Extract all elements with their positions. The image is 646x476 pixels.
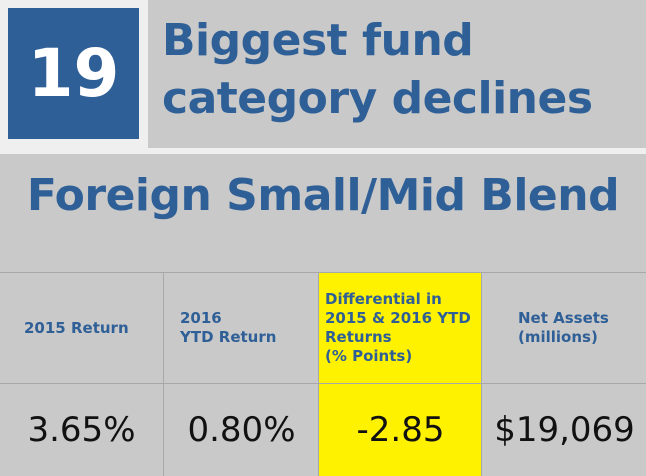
header: 19 Biggest fund category declines — [0, 0, 646, 148]
column-differential: Differential in 2015 & 2016 YTD Returns … — [318, 273, 482, 476]
page-title: Biggest fund category declines — [162, 12, 593, 128]
column-net-assets: Net Assets (millions) $19,069 — [481, 273, 646, 476]
row-divider — [319, 383, 482, 384]
column-2016-ytd-return: 2016 YTD Return 0.80% — [163, 273, 319, 476]
column-value: -2.85 — [356, 410, 445, 450]
data-table: 2015 Return 3.65% 2016 YTD Return 0.80% … — [0, 272, 646, 476]
column-value: 0.80% — [187, 410, 296, 450]
column-value: $19,069 — [494, 410, 635, 450]
column-header: 2015 Return — [24, 318, 129, 337]
rank-badge-frame: 19 — [0, 0, 148, 148]
page-title-line-1: Biggest fund — [162, 15, 474, 66]
row-divider — [0, 383, 163, 384]
column-header: Differential in 2015 & 2016 YTD Returns … — [325, 290, 471, 365]
column-header: 2016 YTD Return — [180, 309, 277, 346]
rank-badge: 19 — [8, 8, 139, 139]
column-2015-return: 2015 Return 3.65% — [0, 273, 163, 476]
row-divider — [482, 383, 646, 384]
row-divider — [164, 383, 319, 384]
header-divider — [0, 148, 646, 154]
column-value: 3.65% — [27, 410, 136, 450]
column-header: Net Assets (millions) — [518, 309, 609, 346]
page-title-line-2: category declines — [162, 73, 593, 124]
category-name: Foreign Small/Mid Blend — [26, 170, 620, 221]
